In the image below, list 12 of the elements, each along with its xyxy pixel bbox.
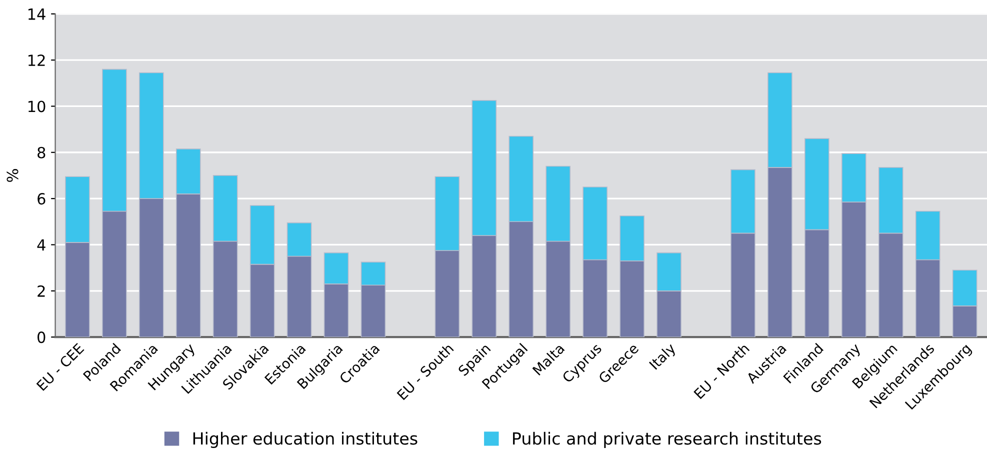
legend-label: Public and private research institutes bbox=[513, 432, 822, 448]
y-tick-label: 2 bbox=[38, 285, 45, 297]
y-tick-label: 6 bbox=[38, 193, 46, 205]
y-tick-label: 12 bbox=[28, 54, 45, 66]
x-tick-label: EU - CEE bbox=[36, 342, 84, 392]
y-tick-label: 4 bbox=[37, 239, 46, 251]
y-tick-label: 8 bbox=[38, 146, 46, 158]
legend-label: Higher education institutes bbox=[193, 432, 418, 448]
y-tick-label: 10 bbox=[28, 100, 46, 112]
y-tick-label: 14 bbox=[28, 8, 46, 20]
y-axis-title: % bbox=[6, 169, 18, 182]
y-tick-label: 0 bbox=[38, 332, 46, 344]
